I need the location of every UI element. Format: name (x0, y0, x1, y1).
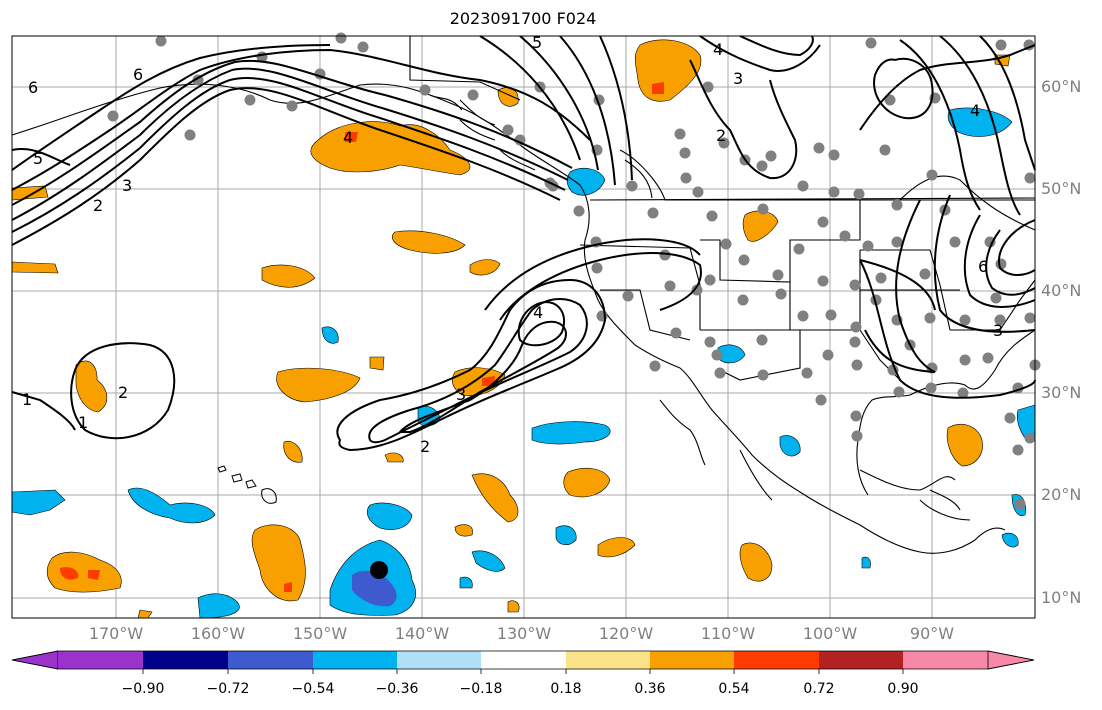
contour-label: 2 (420, 437, 430, 456)
colorbar-segment (481, 651, 566, 669)
contour-label: 6 (133, 65, 143, 84)
colorbar-tick-label: −0.72 (206, 681, 250, 697)
storm-center-marker (370, 561, 388, 579)
lat-label: 40°N (1041, 281, 1082, 300)
hawaii-islands (217, 465, 277, 504)
lat-label: 50°N (1041, 179, 1082, 198)
colorbar-tick-label: 0.18 (550, 681, 582, 697)
contour-label: 3 (733, 69, 743, 88)
colorbar (11, 650, 1035, 674)
contour-label: 3 (122, 176, 132, 195)
contour-label: 4 (713, 40, 723, 59)
contour-label: 2 (93, 196, 103, 215)
colorbar-tick-label: −0.54 (291, 681, 335, 697)
lon-label: 160°W (190, 624, 246, 643)
contour-label: 5 (33, 149, 43, 168)
contour-labels: 6 6 5 4 3 2 1 2 1 4 3 2 5 4 3 2 6 3 4 (22, 33, 1003, 456)
lat-label: 20°N (1041, 485, 1082, 504)
colorbar-outline (11, 650, 1035, 670)
colorbar-segment (650, 651, 734, 669)
colorbar-tick-label: 0.90 (887, 681, 919, 697)
colorbar-segment (566, 651, 650, 669)
colorbar-segment (903, 651, 988, 669)
colorbar-tick-label: 0.72 (803, 681, 835, 697)
contour-label: 6 (978, 257, 988, 276)
colorbar-tick-label: −0.90 (121, 681, 165, 697)
lon-label: 130°W (496, 624, 552, 643)
colorbar-segment (313, 651, 397, 669)
strong-negative-cores (352, 570, 397, 607)
colorbar-tick-label: 0.36 (634, 681, 666, 697)
colorbar-tick-label: −0.36 (375, 681, 419, 697)
colorbar-segment (11, 650, 59, 670)
colorbar-segment (734, 651, 819, 669)
colorbar-segment (228, 651, 313, 669)
contour-label: 1 (78, 413, 88, 432)
lon-label: 100°W (802, 624, 858, 643)
contour-label: 1 (22, 390, 32, 409)
contour-label: 3 (993, 321, 1003, 340)
colorbar-tick-label: 0.54 (718, 681, 750, 697)
map-frame (11, 35, 1036, 619)
colorbar-segment (397, 651, 481, 669)
contour-label: 4 (533, 303, 543, 322)
contour-label: 3 (456, 385, 466, 404)
lat-label: 30°N (1041, 383, 1082, 402)
gridlines (12, 36, 1035, 618)
contour-label: 4 (970, 101, 980, 120)
lon-label: 170°W (88, 624, 144, 643)
station-dots (107, 32, 1041, 510)
contour-label: 2 (118, 383, 128, 402)
lon-label: 150°W (292, 624, 348, 643)
lat-label: 10°N (1041, 588, 1082, 607)
lon-label: 110°W (700, 624, 756, 643)
contour-lines (11, 35, 1036, 452)
lon-label: 140°W (394, 624, 450, 643)
colorbar-segment (819, 651, 903, 669)
colorbar-segment (987, 650, 1035, 670)
contour-label: 4 (343, 128, 353, 147)
lon-label: 90°W (909, 624, 955, 643)
contour-label: 6 (28, 78, 38, 97)
colorbar-segment (58, 651, 143, 669)
lon-label: 120°W (598, 624, 654, 643)
lat-label: 60°N (1041, 77, 1082, 96)
contour-label: 5 (532, 33, 542, 52)
contour-label: 2 (716, 126, 726, 145)
colorbar-segment (143, 651, 228, 669)
colorbar-tick-label: −0.18 (459, 681, 503, 697)
map-title: 2023091700 F024 (449, 9, 597, 28)
